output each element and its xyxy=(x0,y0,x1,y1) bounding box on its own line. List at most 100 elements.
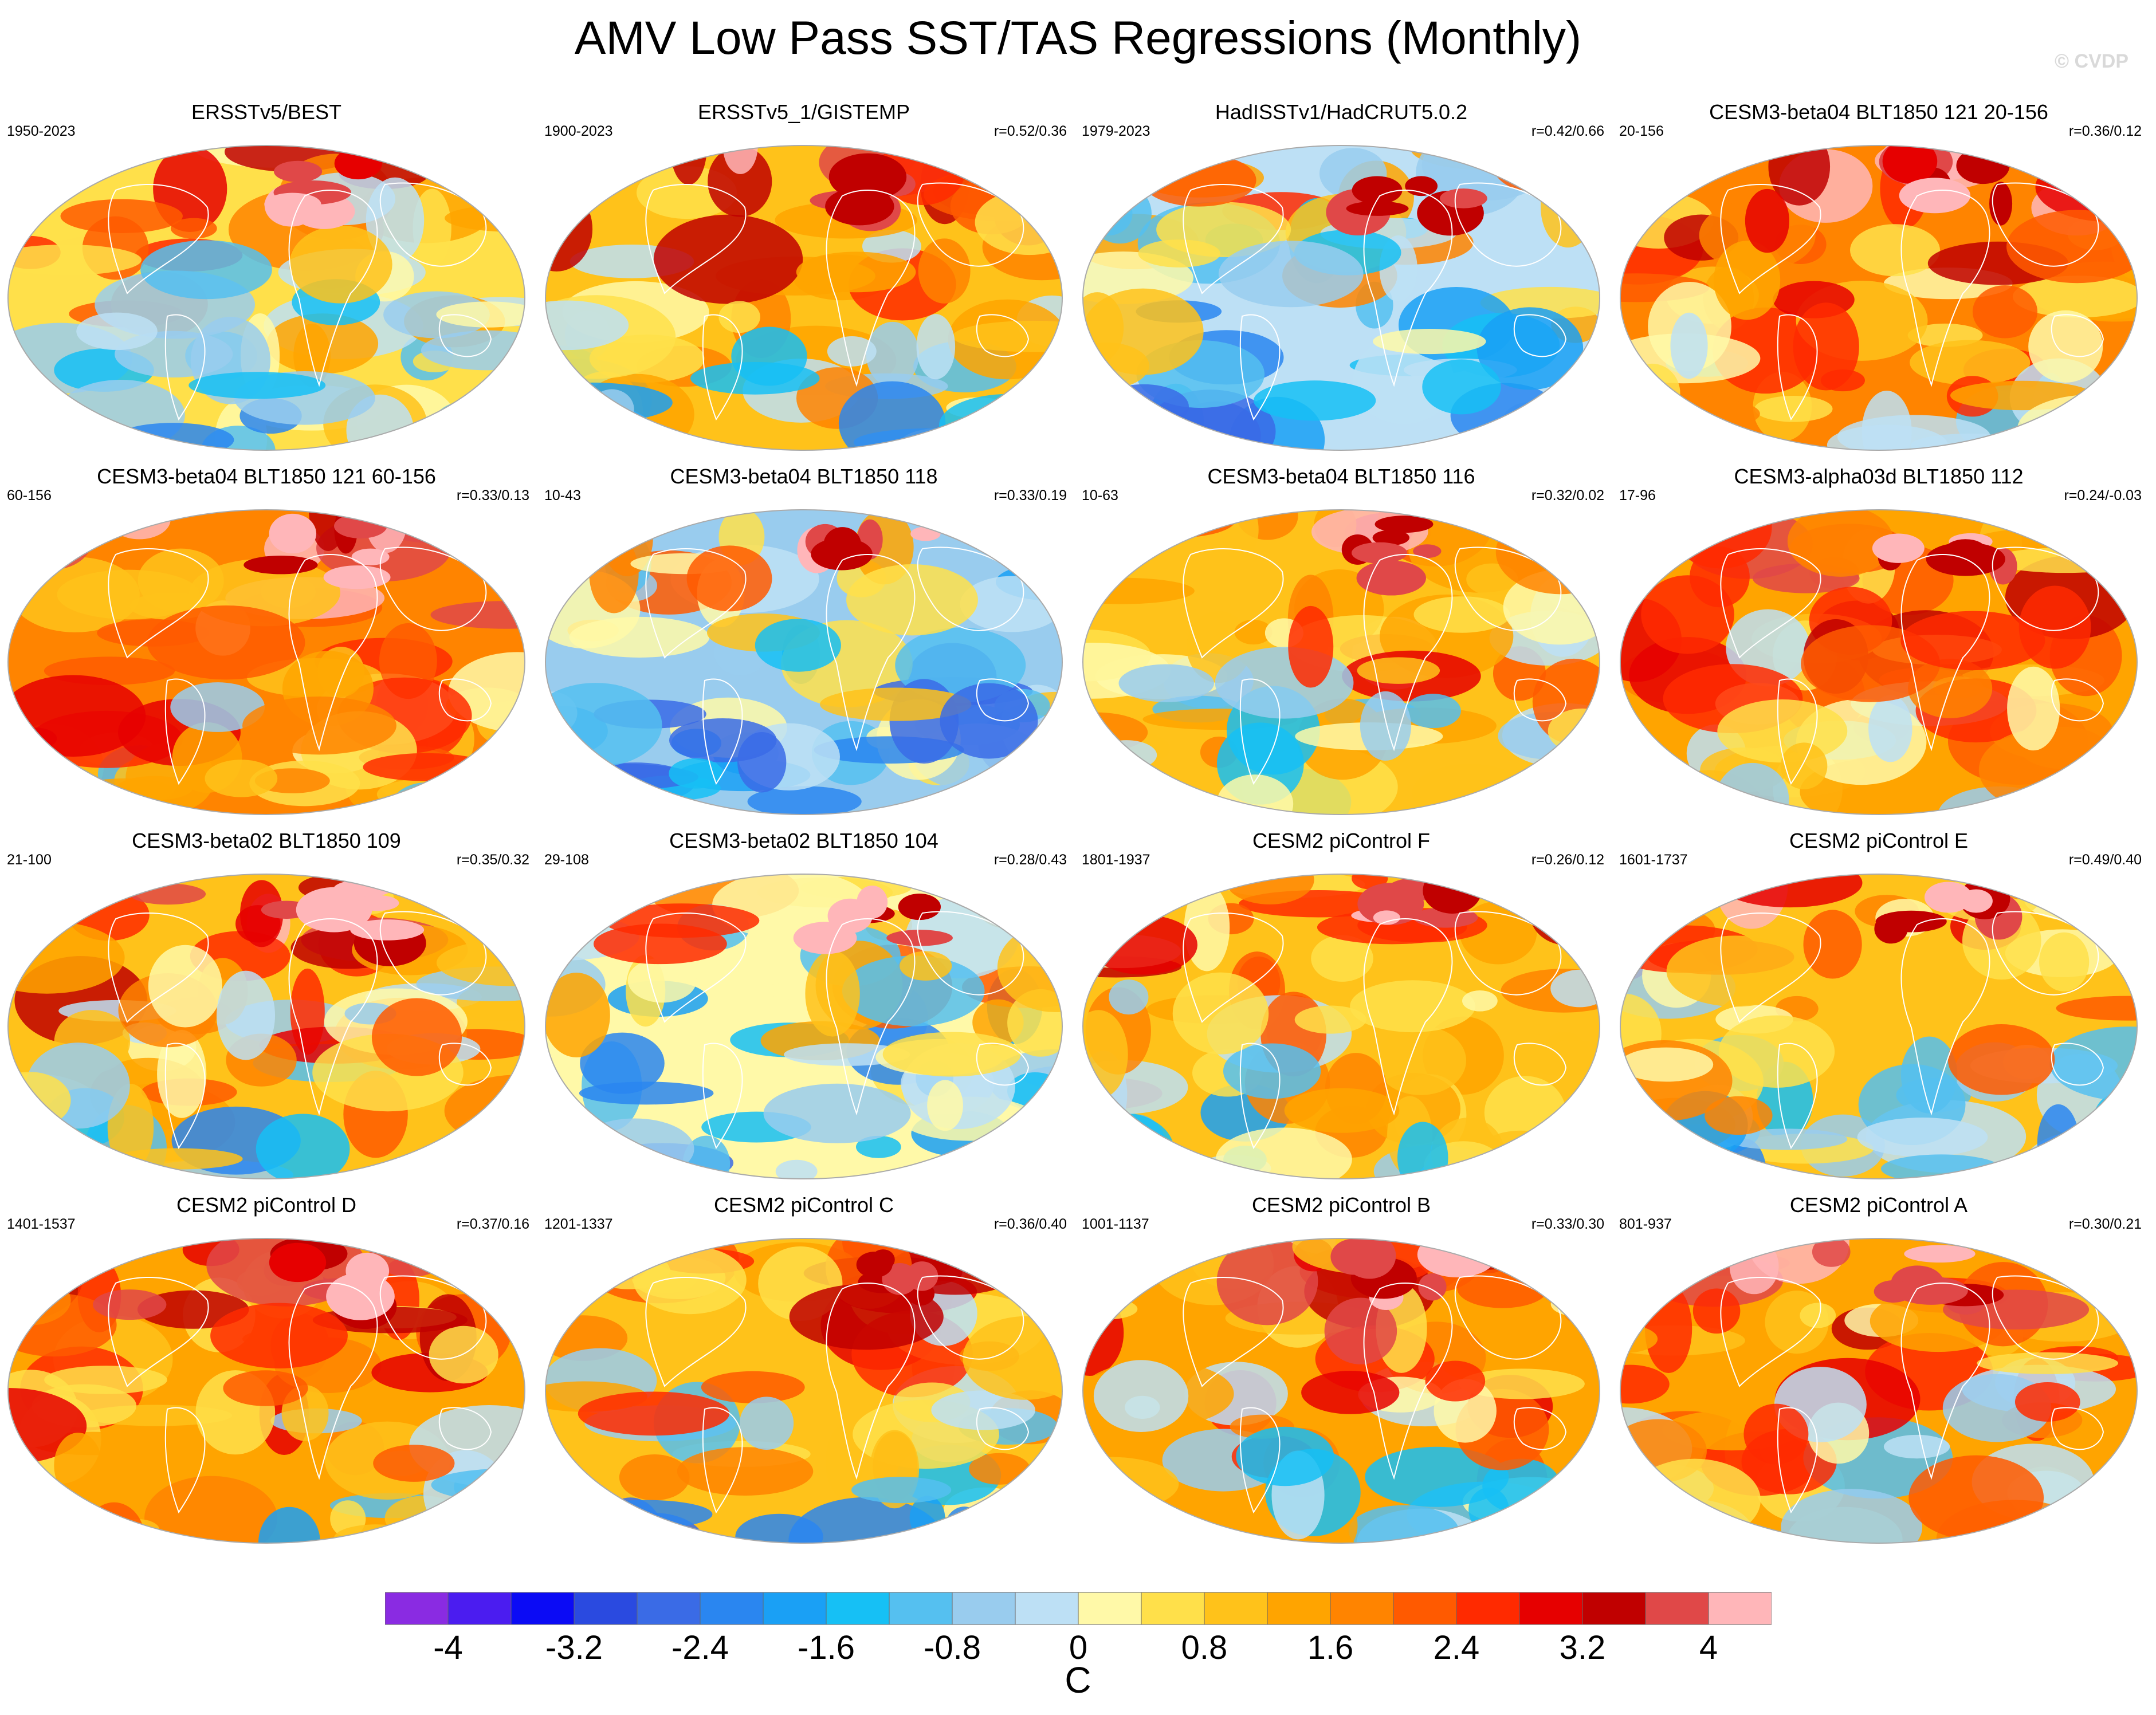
map-panel: CESM2 piControl F 1801-1937 r=0.26/0.12 xyxy=(1075,827,1608,1182)
coastline xyxy=(379,182,487,267)
coastline xyxy=(1454,546,1562,631)
colorbar-tick-label: 1.6 xyxy=(1307,1629,1354,1666)
coastline xyxy=(1183,912,1284,1023)
regression-map xyxy=(1082,509,1600,815)
panel-title: CESM3-beta04 BLT1850 118 xyxy=(670,465,938,488)
coastline xyxy=(288,1283,378,1480)
coastline xyxy=(1720,1277,1821,1387)
coastline xyxy=(1900,918,1990,1116)
map-panel: CESM2 piControl E 1601-1737 r=0.49/0.40 xyxy=(1612,827,2145,1182)
panel-correlation: r=0.30/0.21 xyxy=(2068,1216,2142,1232)
regression-map xyxy=(1082,145,1600,451)
colorbar-tick-label: 2.4 xyxy=(1434,1629,1480,1666)
panel-title: CESM2 piControl E xyxy=(1789,829,1969,852)
panel-correlation: r=0.26/0.12 xyxy=(1531,852,1604,868)
panel-correlation: r=0.42/0.66 xyxy=(1531,123,1604,139)
panel-correlation: r=0.32/0.02 xyxy=(1531,487,1604,504)
map-panel: CESM3-alpha03d BLT1850 112 17-96 r=0.24/-0… xyxy=(1612,463,2145,818)
panel-correlation: r=0.36/0.40 xyxy=(993,1216,1067,1232)
panel-years: 1950-2023 xyxy=(7,123,76,139)
coastline xyxy=(1239,314,1281,421)
coastline xyxy=(288,918,378,1116)
coastline xyxy=(1513,1407,1567,1450)
coastline xyxy=(1454,1275,1562,1360)
coastline xyxy=(917,911,1024,996)
panel-years: 60-156 xyxy=(7,487,52,504)
coastline xyxy=(379,911,487,996)
colorbar-swatch xyxy=(447,1592,512,1625)
coastline xyxy=(976,1043,1030,1086)
coastline xyxy=(702,1043,743,1150)
figure-title: AMV Low Pass SST/TAS Regressions (Monthl… xyxy=(574,12,1582,64)
coastline xyxy=(108,1277,209,1387)
colorbar-tick-label: 3.2 xyxy=(1560,1629,1606,1666)
coastline xyxy=(2051,678,2104,722)
panel-years: 20-156 xyxy=(1619,123,1664,139)
coastline xyxy=(288,554,378,752)
coastline xyxy=(1720,184,1821,294)
coastline xyxy=(1992,546,2099,631)
regression-map xyxy=(545,874,1063,1179)
coastline xyxy=(645,1277,747,1387)
coastline xyxy=(1239,1407,1281,1514)
panel-correlation: r=0.33/0.13 xyxy=(456,487,529,504)
coastline xyxy=(108,548,209,659)
coastline xyxy=(1363,554,1453,752)
panel-correlation: r=0.52/0.36 xyxy=(993,123,1067,139)
colorbar-units-label: C xyxy=(1065,1659,1091,1701)
coastline xyxy=(438,314,492,357)
coastline xyxy=(1992,1275,2099,1360)
coastline xyxy=(1239,678,1281,785)
colorbar-swatch xyxy=(1078,1592,1142,1625)
panel-title: CESM2 piControl B xyxy=(1251,1193,1431,1217)
map-panel: CESM3-beta04 BLT1850 116 10-63 r=0.32/0.02 xyxy=(1075,463,1608,818)
panel-title: CESM3-beta02 BLT1850 104 xyxy=(669,829,938,852)
panel-title: CESM3-beta04 BLT1850 121 20-156 xyxy=(1709,100,2048,124)
panel-correlation: r=0.24/-0.03 xyxy=(2064,487,2142,504)
coastline xyxy=(976,1407,1030,1450)
coastline xyxy=(2051,1043,2104,1086)
coastline xyxy=(1777,314,1818,421)
colorbar-swatch xyxy=(700,1592,764,1625)
colorbar-swatch xyxy=(1519,1592,1583,1625)
map-panel: CESM2 piControl D 1401-1537 r=0.37/0.16 xyxy=(0,1191,533,1547)
coastline xyxy=(1363,1283,1453,1480)
colorbar-swatch xyxy=(889,1592,953,1625)
coastline xyxy=(288,190,378,387)
colorbar-swatch xyxy=(1393,1592,1457,1625)
colorbar-swatch xyxy=(1330,1592,1394,1625)
coastline xyxy=(917,546,1024,631)
coastline xyxy=(826,554,916,752)
panel-title: CESM2 piControl C xyxy=(713,1193,894,1217)
regression-map xyxy=(1082,874,1600,1179)
coastline xyxy=(1900,1283,1990,1480)
coastline xyxy=(1992,182,2099,267)
coastline xyxy=(1513,314,1567,357)
colorbar-tick-label: -2.4 xyxy=(671,1629,729,1666)
map-panel: CESM3-beta02 BLT1850 109 21-100 r=0.35/0.3… xyxy=(0,827,533,1182)
regression-map xyxy=(7,874,525,1179)
colorbar-swatch xyxy=(763,1592,827,1625)
colorbar-swatch xyxy=(1141,1592,1205,1625)
coastline xyxy=(164,678,206,785)
panel-years: 10-63 xyxy=(1082,487,1118,504)
coastline xyxy=(1363,190,1453,387)
coastline xyxy=(108,912,209,1023)
coastline xyxy=(1363,918,1453,1116)
coastline xyxy=(1720,548,1821,659)
colorbar-swatch xyxy=(637,1592,701,1625)
map-panel: CESM3-beta04 BLT1850 121 60-156 60-156 r=0… xyxy=(0,463,533,818)
regression-map xyxy=(1620,509,2138,815)
panel-years: 17-96 xyxy=(1619,487,1656,504)
panel-correlation: r=0.37/0.16 xyxy=(456,1216,529,1232)
coastline xyxy=(976,678,1030,722)
colorbar-tick-label: -3.2 xyxy=(545,1629,603,1666)
panel-title: CESM2 piControl D xyxy=(176,1193,357,1217)
colorbar-tick-label: -0.8 xyxy=(924,1629,981,1666)
coastline xyxy=(2051,314,2104,357)
coastline xyxy=(1720,912,1821,1023)
colorbar-swatch xyxy=(826,1592,890,1625)
colorbar-swatch xyxy=(1708,1592,1772,1625)
panel-title: ERSSTv5/BEST xyxy=(191,100,342,124)
coastline xyxy=(1183,1277,1284,1387)
